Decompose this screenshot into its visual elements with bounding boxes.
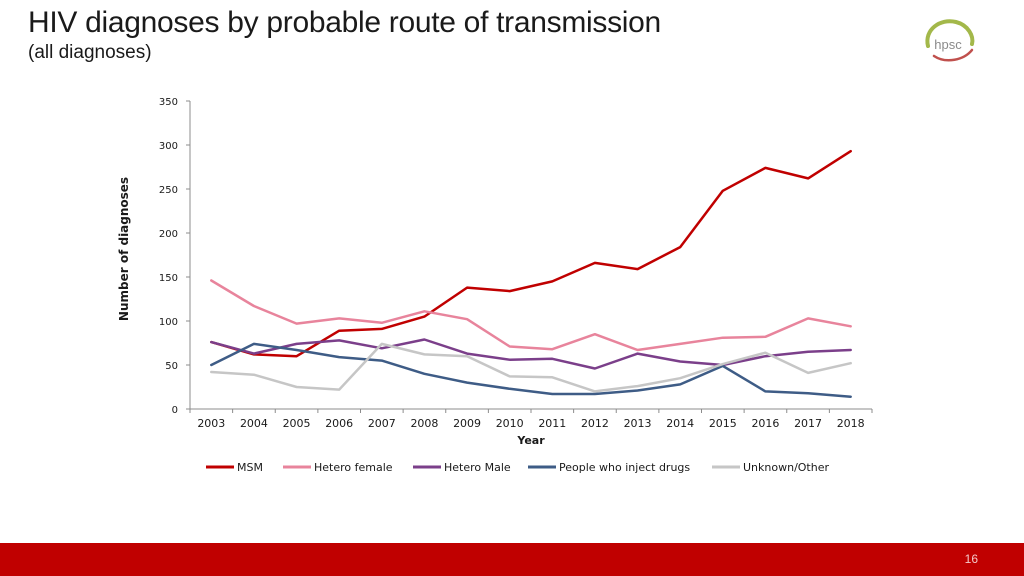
legend-label: Hetero female [314, 461, 393, 474]
x-tick-label: 2012 [581, 417, 609, 430]
y-tick-label: 150 [159, 273, 178, 284]
x-tick-label: 2018 [837, 417, 865, 430]
x-axis-label: Year [516, 434, 545, 447]
y-tick-label: 350 [159, 97, 178, 108]
x-tick-label: 2011 [538, 417, 566, 430]
x-tick-label: 2003 [197, 417, 225, 430]
x-tick-label: 2014 [666, 417, 694, 430]
y-tick-label: 0 [172, 405, 178, 416]
y-tick-label: 50 [165, 361, 178, 372]
logo-ring-red [932, 48, 974, 62]
legend: MSM Hetero female Hetero Male People who in… [206, 461, 829, 474]
series-line-unknown-other [210, 342, 852, 393]
legend-label: People who inject drugs [559, 461, 690, 474]
x-tick-label: 2017 [794, 417, 822, 430]
slide-subtitle: (all diagnoses) [28, 42, 152, 63]
x-tick-label: 2015 [709, 417, 737, 430]
y-tick-label: 250 [159, 185, 178, 196]
y-tick-label: 200 [159, 229, 178, 240]
x-tick-label: 2016 [751, 417, 779, 430]
legend-label: MSM [237, 461, 263, 474]
logo-text: hpsc [934, 37, 962, 52]
page-number: 16 [964, 552, 978, 566]
series-line-people-who-inject-drugs [210, 342, 852, 398]
x-tick-label: 2004 [240, 417, 268, 430]
x-tick-label: 2010 [496, 417, 524, 430]
legend-label: Unknown/Other [743, 461, 829, 474]
series-lines [210, 149, 852, 398]
y-axis-label: Number of diagnoses [117, 177, 131, 321]
legend-label: Hetero Male [444, 461, 511, 474]
series-line-hetero-female [210, 279, 852, 352]
y-tick-label: 300 [159, 141, 178, 152]
x-tick-label: 2013 [624, 417, 652, 430]
x-tick-label: 2007 [368, 417, 396, 430]
hpsc-logo: hpsc [925, 19, 975, 62]
series-line-msm [210, 149, 852, 358]
x-tick-label: 2005 [283, 417, 311, 430]
footer-bar: 16 [0, 543, 1024, 576]
x-tick-label: 2006 [325, 417, 353, 430]
x-axis: 2003 2004 2005 2006 2007 2008 2009 2010 2011 2012… [189, 408, 873, 430]
logo-ring-green [925, 19, 975, 48]
series-line-hetero-male [210, 338, 852, 370]
y-tick-label: 100 [159, 317, 178, 328]
slide-title: HIV diagnoses by probable route of trans… [28, 6, 661, 39]
x-tick-label: 2009 [453, 417, 481, 430]
y-axis: 0 50 100 150 200 250 300 350 [159, 97, 191, 416]
x-tick-label: 2008 [410, 417, 438, 430]
